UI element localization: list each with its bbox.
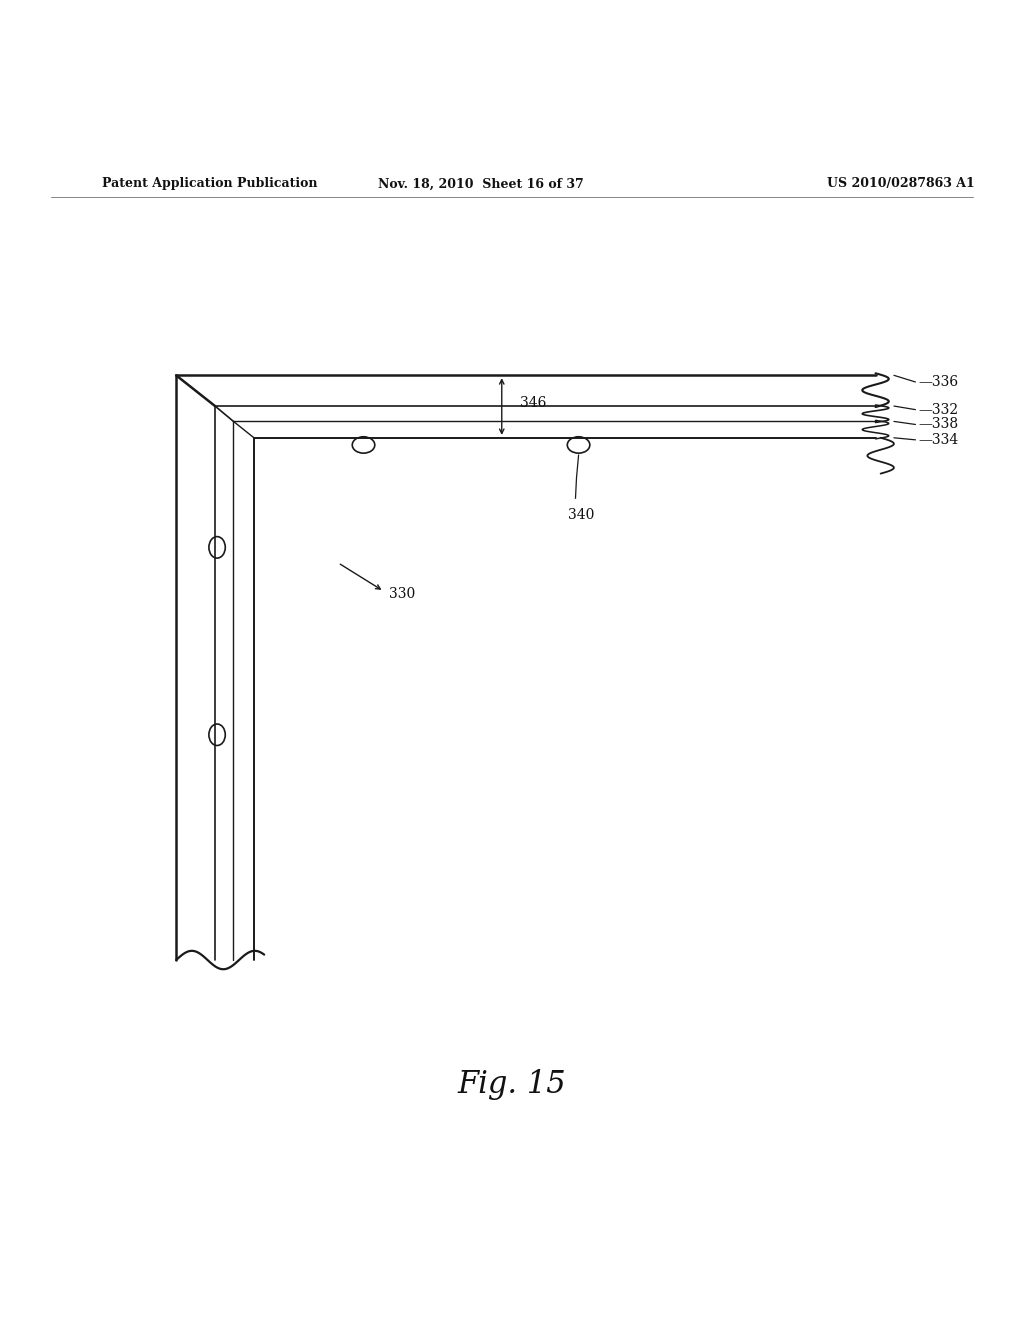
Text: 330: 330 xyxy=(389,587,416,602)
Text: 340: 340 xyxy=(568,508,595,523)
Text: —336: —336 xyxy=(919,375,958,389)
Text: US 2010/0287863 A1: US 2010/0287863 A1 xyxy=(827,177,975,190)
Text: Patent Application Publication: Patent Application Publication xyxy=(102,177,317,190)
Text: Fig. 15: Fig. 15 xyxy=(458,1069,566,1101)
Text: —334: —334 xyxy=(919,433,958,447)
Text: 346: 346 xyxy=(520,396,547,411)
Text: Nov. 18, 2010  Sheet 16 of 37: Nov. 18, 2010 Sheet 16 of 37 xyxy=(379,177,584,190)
Text: —332: —332 xyxy=(919,403,958,417)
Text: —338: —338 xyxy=(919,417,958,432)
